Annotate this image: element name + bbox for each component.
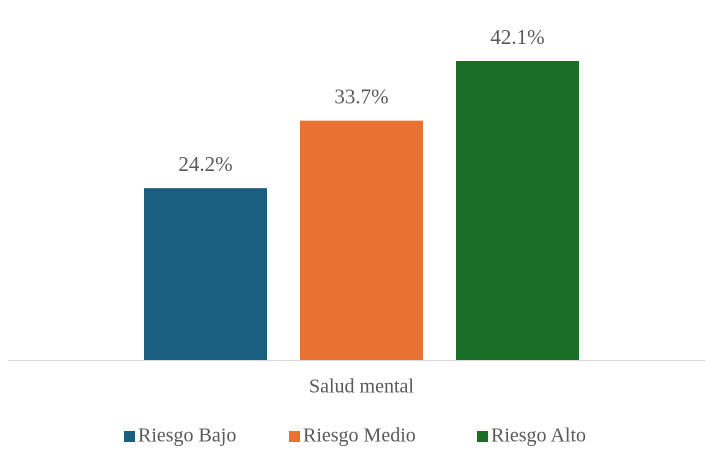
legend-label: Riesgo Alto (491, 425, 586, 447)
legend-swatch (124, 431, 135, 442)
data-label: 42.1% (490, 25, 544, 49)
data-label: 33.7% (334, 84, 388, 108)
legend-swatch (289, 431, 300, 442)
legend-swatch (477, 431, 488, 442)
bar (456, 61, 579, 360)
bar (300, 120, 423, 360)
data-label: 24.2% (178, 152, 232, 176)
x-tick-label: Salud mental (309, 376, 414, 398)
legend-label: Riesgo Medio (303, 425, 416, 447)
bar (144, 188, 267, 360)
legend-label: Riesgo Bajo (138, 425, 236, 447)
